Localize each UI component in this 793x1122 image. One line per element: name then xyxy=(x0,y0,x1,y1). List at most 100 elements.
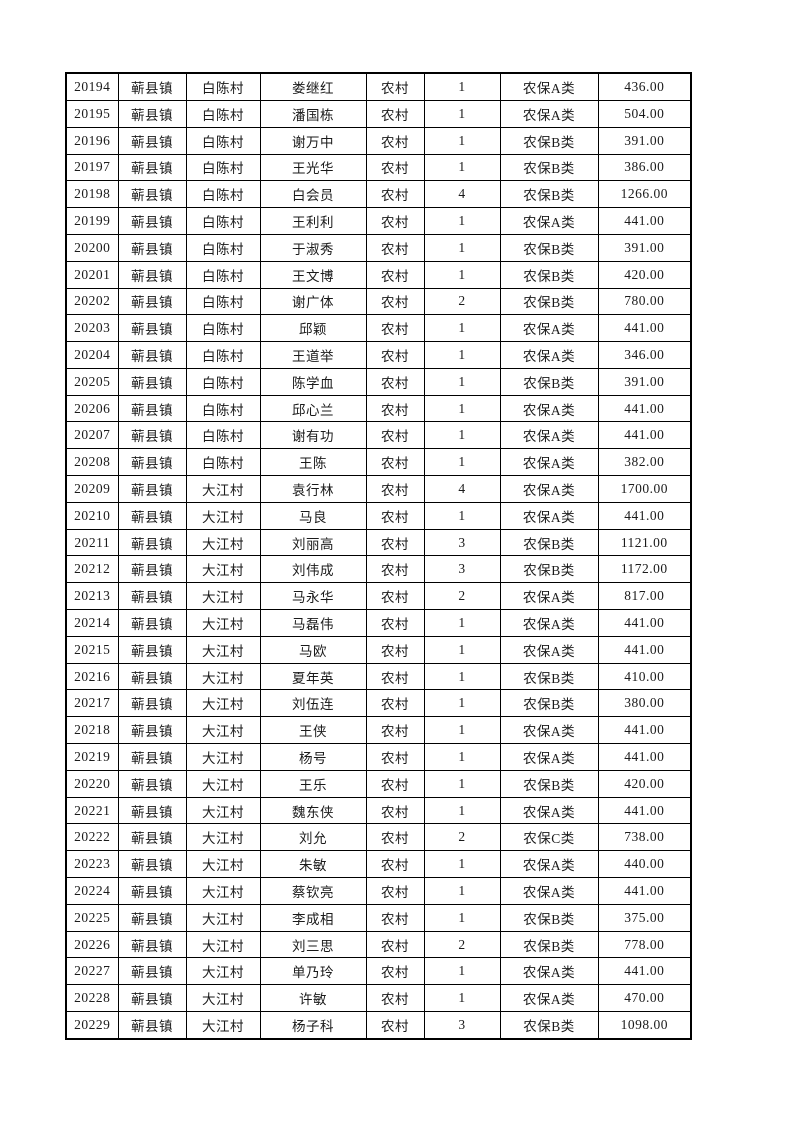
cell-town: 蕲县镇 xyxy=(117,341,187,369)
cell-person-name: 娄继红 xyxy=(259,72,367,101)
cell-person-name: 杨号 xyxy=(259,743,367,771)
cell-residence-type: 农村 xyxy=(365,99,425,128)
table-row: 20210 蕲县镇 大江村 马良 农村 1 农保A类 441.00 xyxy=(65,501,692,530)
cell-residence-type: 农村 xyxy=(365,582,425,611)
cell-village: 大江村 xyxy=(185,823,261,852)
cell-person-name: 邱心兰 xyxy=(259,394,367,423)
cell-person-name: 潘国栋 xyxy=(259,99,367,128)
cell-person-name: 刘丽高 xyxy=(259,528,367,557)
cell-people-count: 1 xyxy=(423,850,501,879)
cell-village: 大江村 xyxy=(185,743,261,771)
table-row: 20224 蕲县镇 大江村 蔡钦亮 农村 1 农保A类 441.00 xyxy=(65,877,692,905)
cell-town: 蕲县镇 xyxy=(117,823,187,852)
cell-residence-type: 农村 xyxy=(365,984,425,1013)
cell-amount: 441.00 xyxy=(597,716,692,745)
cell-record-id: 20215 xyxy=(65,635,119,664)
cell-residence-type: 农村 xyxy=(365,930,425,959)
cell-town: 蕲县镇 xyxy=(117,930,187,959)
cell-village: 白陈村 xyxy=(185,233,261,262)
cell-town: 蕲县镇 xyxy=(117,555,187,584)
cell-town: 蕲县镇 xyxy=(117,448,187,477)
cell-town: 蕲县镇 xyxy=(117,72,187,101)
cell-residence-type: 农村 xyxy=(365,850,425,879)
cell-insurance-class: 农保A类 xyxy=(499,341,599,369)
cell-insurance-class: 农保B类 xyxy=(499,260,599,289)
cell-people-count: 1 xyxy=(423,233,501,262)
table-row: 20197 蕲县镇 白陈村 王光华 农村 1 农保B类 386.00 xyxy=(65,153,692,182)
cell-insurance-class: 农保A类 xyxy=(499,716,599,745)
cell-record-id: 20212 xyxy=(65,555,119,584)
cell-people-count: 1 xyxy=(423,716,501,745)
cell-people-count: 2 xyxy=(423,930,501,959)
cell-residence-type: 农村 xyxy=(365,394,425,423)
cell-record-id: 20204 xyxy=(65,341,119,369)
cell-residence-type: 农村 xyxy=(365,475,425,503)
cell-person-name: 单乃玲 xyxy=(259,957,367,986)
cell-residence-type: 农村 xyxy=(365,689,425,718)
cell-person-name: 马良 xyxy=(259,501,367,530)
table-row: 20217 蕲县镇 大江村 刘伍连 农村 1 农保B类 380.00 xyxy=(65,689,692,718)
table-row: 20207 蕲县镇 白陈村 谢有功 农村 1 农保A类 441.00 xyxy=(65,421,692,450)
cell-insurance-class: 农保B类 xyxy=(499,233,599,262)
table-row: 20219 蕲县镇 大江村 杨号 农村 1 农保A类 441.00 xyxy=(65,743,692,771)
cell-village: 白陈村 xyxy=(185,126,261,155)
cell-village: 大江村 xyxy=(185,475,261,503)
cell-village: 白陈村 xyxy=(185,394,261,423)
cell-people-count: 1 xyxy=(423,957,501,986)
cell-amount: 375.00 xyxy=(597,903,692,932)
table-row: 20212 蕲县镇 大江村 刘伟成 农村 3 农保B类 1172.00 xyxy=(65,555,692,584)
cell-person-name: 刘伟成 xyxy=(259,555,367,584)
cell-amount: 346.00 xyxy=(597,341,692,369)
cell-village: 大江村 xyxy=(185,930,261,959)
cell-record-id: 20197 xyxy=(65,153,119,182)
cell-amount: 1700.00 xyxy=(597,475,692,503)
cell-people-count: 1 xyxy=(423,260,501,289)
cell-person-name: 刘三思 xyxy=(259,930,367,959)
cell-insurance-class: 农保B类 xyxy=(499,153,599,182)
cell-insurance-class: 农保A类 xyxy=(499,207,599,235)
cell-insurance-class: 农保B类 xyxy=(499,180,599,209)
cell-person-name: 王光华 xyxy=(259,153,367,182)
cell-insurance-class: 农保A类 xyxy=(499,743,599,771)
cell-insurance-class: 农保A类 xyxy=(499,475,599,503)
cell-amount: 380.00 xyxy=(597,689,692,718)
cell-record-id: 20228 xyxy=(65,984,119,1013)
cell-people-count: 1 xyxy=(423,72,501,101)
cell-people-count: 1 xyxy=(423,207,501,235)
cell-record-id: 20223 xyxy=(65,850,119,879)
cell-residence-type: 农村 xyxy=(365,367,425,396)
cell-village: 白陈村 xyxy=(185,260,261,289)
cell-town: 蕲县镇 xyxy=(117,528,187,557)
cell-insurance-class: 农保A类 xyxy=(499,72,599,101)
cell-person-name: 刘伍连 xyxy=(259,689,367,718)
table-row: 20200 蕲县镇 白陈村 于淑秀 农村 1 农保B类 391.00 xyxy=(65,233,692,262)
cell-amount: 410.00 xyxy=(597,662,692,691)
cell-town: 蕲县镇 xyxy=(117,662,187,691)
cell-people-count: 1 xyxy=(423,877,501,905)
cell-residence-type: 农村 xyxy=(365,501,425,530)
cell-town: 蕲县镇 xyxy=(117,394,187,423)
cell-village: 白陈村 xyxy=(185,287,261,316)
cell-record-id: 20210 xyxy=(65,501,119,530)
cell-insurance-class: 农保A类 xyxy=(499,850,599,879)
table-row: 20225 蕲县镇 大江村 李成相 农村 1 农保B类 375.00 xyxy=(65,903,692,932)
table-row: 20198 蕲县镇 白陈村 白会员 农村 4 农保B类 1266.00 xyxy=(65,180,692,209)
cell-amount: 436.00 xyxy=(597,72,692,101)
cell-insurance-class: 农保B类 xyxy=(499,555,599,584)
table-row: 20222 蕲县镇 大江村 刘允 农村 2 农保C类 738.00 xyxy=(65,823,692,852)
table-row: 20228 蕲县镇 大江村 许敏 农村 1 农保A类 470.00 xyxy=(65,984,692,1013)
cell-town: 蕲县镇 xyxy=(117,609,187,637)
cell-person-name: 王陈 xyxy=(259,448,367,477)
cell-person-name: 于淑秀 xyxy=(259,233,367,262)
cell-insurance-class: 农保A类 xyxy=(499,448,599,477)
cell-amount: 780.00 xyxy=(597,287,692,316)
cell-amount: 420.00 xyxy=(597,769,692,798)
cell-amount: 441.00 xyxy=(597,207,692,235)
table-row: 20194 蕲县镇 白陈村 娄继红 农村 1 农保A类 436.00 xyxy=(65,72,692,101)
table-row: 20196 蕲县镇 白陈村 谢万中 农村 1 农保B类 391.00 xyxy=(65,126,692,155)
cell-insurance-class: 农保A类 xyxy=(499,984,599,1013)
cell-village: 大江村 xyxy=(185,662,261,691)
cell-residence-type: 农村 xyxy=(365,207,425,235)
cell-insurance-class: 农保A类 xyxy=(499,394,599,423)
table-row: 20211 蕲县镇 大江村 刘丽高 农村 3 农保B类 1121.00 xyxy=(65,528,692,557)
